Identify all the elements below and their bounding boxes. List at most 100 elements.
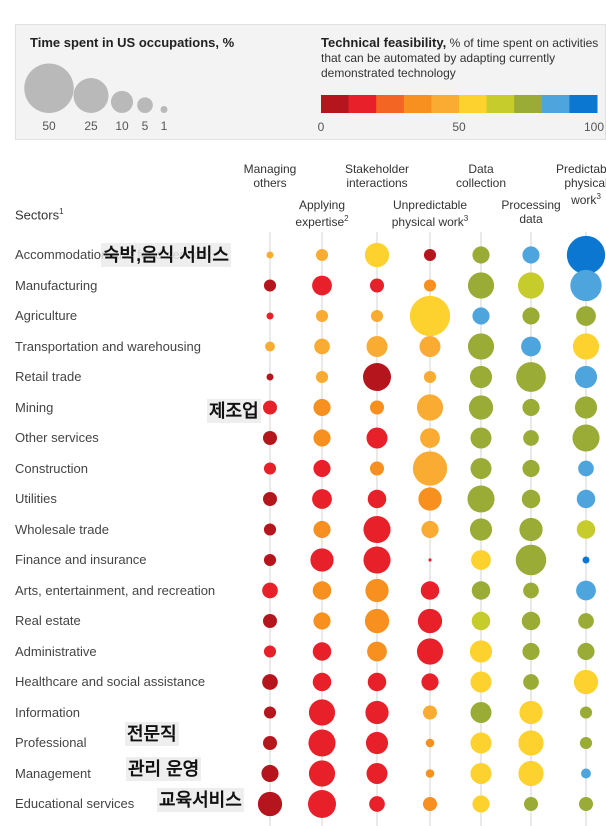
column-header-line: expertise <box>295 215 345 229</box>
sector-label: Professional <box>15 735 87 750</box>
bubble <box>308 790 336 818</box>
bubble <box>420 428 440 448</box>
column-header-line: collection <box>455 176 507 190</box>
bubble <box>570 269 602 302</box>
bubble <box>521 611 541 631</box>
bubble <box>523 582 539 599</box>
bubble <box>523 430 539 446</box>
bubble <box>522 246 540 264</box>
sector-label: Wholesale trade <box>15 521 109 537</box>
bubble <box>308 760 336 787</box>
column-header-processing-data: Processing data <box>481 198 581 226</box>
scale-label-50: 50 <box>452 120 466 134</box>
bubble <box>312 275 332 296</box>
column-header-data-collection: Data collection <box>431 162 531 190</box>
color-scale-segment <box>569 95 598 113</box>
bubble <box>573 669 599 695</box>
bubble <box>363 515 391 544</box>
bubble <box>425 738 435 748</box>
annotation-education: 교육서비스 <box>157 788 244 812</box>
column-header-line: others <box>253 176 287 190</box>
bubble <box>468 395 494 420</box>
bubble <box>518 730 544 756</box>
sector-label: Healthcare and social assistance <box>15 674 206 689</box>
bubble <box>421 673 439 691</box>
bubble <box>315 309 329 323</box>
bubble <box>470 427 492 449</box>
bubble <box>472 795 490 813</box>
size-label-10: 10 <box>115 119 129 133</box>
bubble <box>566 235 606 275</box>
bubble <box>370 309 384 323</box>
column-header-stakeholder-interactions: Stakeholder interactions <box>327 162 427 190</box>
color-scale-segment <box>348 95 377 113</box>
sector-label: Management <box>15 765 91 781</box>
bubble <box>470 763 492 784</box>
bubble <box>582 556 590 564</box>
bubble <box>579 736 593 750</box>
bubble <box>370 400 384 415</box>
bubble <box>262 582 278 599</box>
bubble <box>469 365 493 389</box>
bubble <box>572 333 600 360</box>
bubble <box>416 638 444 665</box>
bubble <box>519 700 543 725</box>
bubble <box>263 614 277 628</box>
bubble <box>517 272 545 299</box>
bubble <box>576 306 596 326</box>
bubble <box>423 248 437 262</box>
column-header-line: interactions <box>346 176 408 190</box>
bubble <box>423 370 437 384</box>
bubble <box>412 451 448 486</box>
column-header-line: Managing <box>243 162 297 176</box>
column-header-line: work <box>571 193 597 207</box>
color-scale-segment <box>459 95 488 113</box>
sector-label: Administrative <box>15 643 97 659</box>
sector-label: Construction <box>15 460 88 476</box>
bubble <box>308 699 336 726</box>
bubble <box>369 796 385 812</box>
size-label-5: 5 <box>141 119 149 133</box>
bubble <box>409 295 451 337</box>
bubble <box>365 731 389 755</box>
bubble <box>470 702 492 723</box>
sector-label: Arts, entertainment, and recreation <box>15 582 216 598</box>
bubble <box>365 578 389 603</box>
bubble <box>263 523 277 536</box>
color-scale-segment <box>321 95 350 113</box>
bubble <box>577 642 595 661</box>
column-header-sup: 3 <box>463 214 469 223</box>
size-legend-circle <box>137 97 153 113</box>
bubble <box>366 763 388 784</box>
sector-label: Retail trade <box>15 369 82 384</box>
bubble <box>423 705 437 720</box>
color-scale-segment <box>486 95 515 113</box>
scale-label-0: 0 <box>317 120 325 134</box>
bubble <box>472 246 490 264</box>
bubble <box>516 362 546 392</box>
bubble <box>313 459 331 478</box>
bubble <box>425 769 435 778</box>
sector-label: Other services <box>15 430 99 445</box>
bubble <box>313 520 331 539</box>
bubble <box>578 460 594 477</box>
column-header-predictable-physical-work: Predictablephysical work3 <box>536 162 606 207</box>
column-header-unpredictable-physical-work: Unpredictable physical work3 <box>380 198 480 229</box>
bubble <box>263 706 277 719</box>
bubble <box>522 398 540 417</box>
bubble <box>370 278 384 293</box>
bubble <box>519 517 543 542</box>
column-header-line: Predictable <box>555 162 606 176</box>
bubble <box>579 706 593 719</box>
bubble <box>370 461 384 476</box>
bubble <box>310 548 334 572</box>
bubble <box>471 581 491 600</box>
color-scale-segment <box>403 95 432 113</box>
scale-label-100: 100 <box>583 120 605 134</box>
bubble <box>521 336 541 357</box>
bubble <box>578 613 594 629</box>
color-scale-segment <box>431 95 460 113</box>
bubble <box>469 518 493 541</box>
annotation-manufacturing: 제조업 <box>207 399 261 423</box>
color-scale-segment <box>376 95 405 113</box>
